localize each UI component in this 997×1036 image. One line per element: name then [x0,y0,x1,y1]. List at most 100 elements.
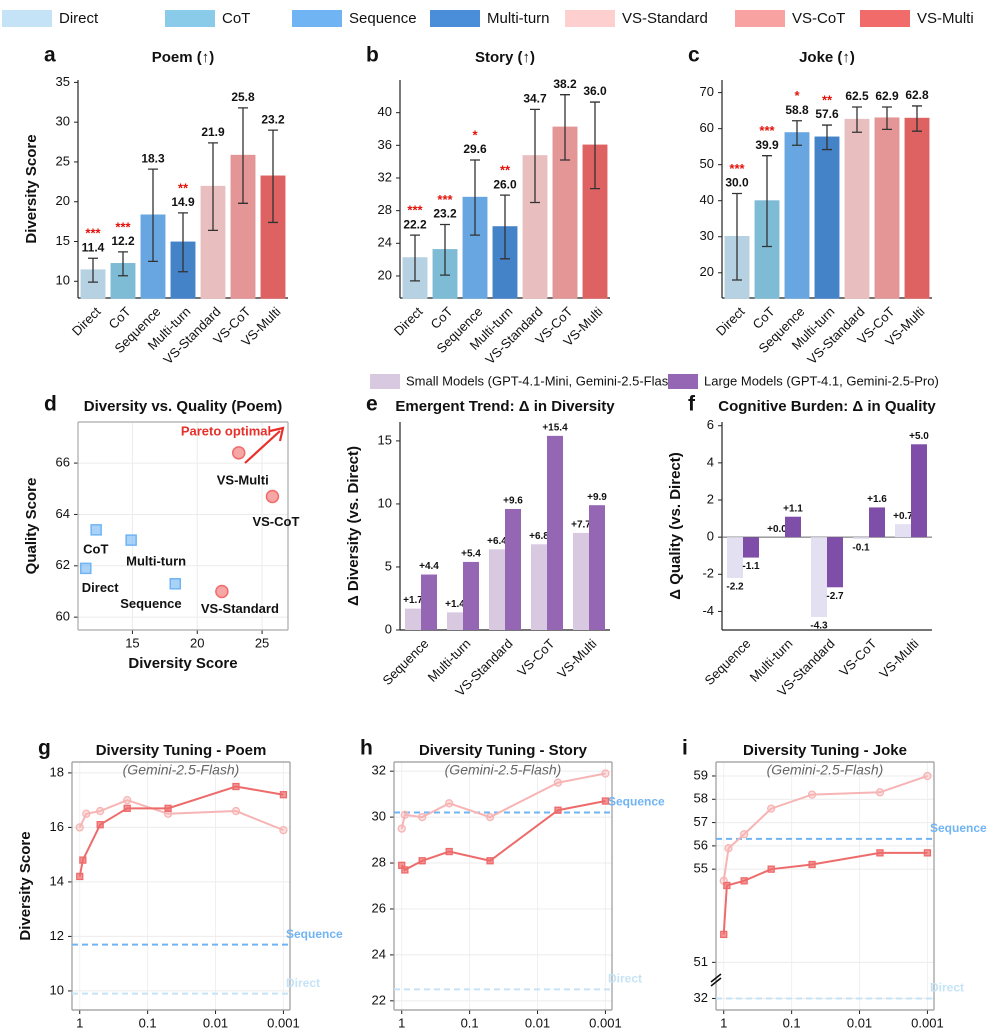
y-tick-label: 0 [707,529,714,544]
bar [814,136,840,299]
panel-title: Diversity Tuning - Joke [743,742,907,759]
error-bar [732,192,742,281]
y-tick-label: 56 [694,837,708,852]
significance-stars: *** [85,226,101,241]
value-label: 57.6 [815,107,839,121]
value-label: 30.0 [725,176,749,190]
point [923,771,932,781]
significance-stars: *** [759,123,775,138]
bar [895,524,911,538]
error-bar [500,194,510,260]
value-label: +0.0 [767,524,787,535]
point [553,778,563,787]
error-bar [238,107,248,204]
point [125,534,137,546]
bar [911,444,927,538]
y-tick-label: 28 [372,854,386,869]
x-tick-label: 0.01 [525,1015,550,1030]
value-label: +6.4 [487,536,507,547]
error-bar [410,234,420,282]
point [279,825,288,835]
y-axis-label: Δ Quality (vs. Direct) [667,452,684,600]
y-tick-label: 30 [56,114,70,129]
point [767,865,775,873]
legend-label: VS-Standard [622,10,708,27]
y-tick-label: 58 [694,791,708,806]
panel-title: Diversity vs. Quality (Poem) [84,398,282,415]
point [740,877,748,885]
value-label: 38.2 [553,77,577,91]
point [82,809,91,818]
annotation: Pareto optimal [181,423,271,438]
y-tick-label: 14 [50,873,64,888]
legend-swatch [165,10,215,27]
point [80,562,92,575]
value-label: -2.7 [826,591,844,602]
x-tick-label: Sequence [702,636,754,688]
y-tick-label: 4 [707,454,714,469]
bar [505,508,521,630]
y-tick-label: 32 [378,169,392,184]
x-tick-label: Direct [391,304,426,339]
value-label: 62.5 [845,89,869,103]
x-tick-label: 1 [720,1015,727,1030]
y-tick-label: 30 [372,809,386,824]
error-bar [560,94,570,161]
panel-letter: h [360,737,373,760]
y-tick-label: 24 [378,235,392,250]
value-label: +1.1 [783,503,803,514]
bar [447,612,463,630]
point [601,797,610,805]
y-tick-label: 60 [56,609,70,624]
y-tick-label: 32 [694,990,708,1005]
value-label: -2.2 [726,582,744,593]
legend-label: Large Models (GPT-4.1, Gemini-2.5-Pro) [704,373,939,388]
point [486,857,494,865]
value-label: +1.6 [867,494,887,505]
bar [844,118,870,299]
panel-letter: g [38,737,51,760]
value-label: +15.4 [542,423,568,434]
bar [489,549,505,630]
significance-stars: * [794,88,800,103]
significance-stars: ** [822,92,833,107]
x-tick-label: VS-Multi [554,636,599,681]
value-label: 11.4 [82,240,105,254]
value-label: +1.4 [445,599,465,610]
series-line [78,785,284,877]
y-tick-label: 32 [372,763,386,778]
legend-label: VS-Multi [917,10,974,27]
bar [784,132,810,299]
error-bar [852,106,862,133]
panel-title: Emergent Trend: Δ in Diversity [395,398,615,415]
x-tick-label: 20 [190,635,204,650]
reference-label: Sequence [608,795,665,809]
panel-letter: b [366,44,379,67]
y-tick-label: 15 [56,233,70,248]
y-tick-label: 20 [56,193,70,208]
point-label: CoT [83,541,108,556]
x-tick-label: 0.001 [589,1015,622,1030]
point [445,847,453,856]
y-tick-label: 16 [50,819,64,834]
point [807,790,817,799]
error-bar [268,129,278,224]
y-tick-label: 64 [56,506,70,521]
annotation-arrow [244,426,285,464]
y-axis-label: Diversity Score [17,831,34,940]
point [215,584,229,599]
point-label: Multi-turn [126,554,186,569]
x-tick-label: 25 [255,635,269,650]
value-label: +4.4 [419,561,439,572]
legend-swatch [668,374,698,389]
value-label: +6.8 [529,531,549,542]
legend-swatch [565,10,615,27]
x-tick-label: 0.001 [911,1015,944,1030]
value-label: -1.1 [742,561,760,572]
error-bar [882,106,892,131]
x-axis-label: VS Probability Threshold [414,1035,592,1036]
y-axis-label: Quality Score [23,478,40,575]
series-line [400,772,606,829]
bar [874,117,900,299]
y-tick-label: 2 [707,491,714,506]
